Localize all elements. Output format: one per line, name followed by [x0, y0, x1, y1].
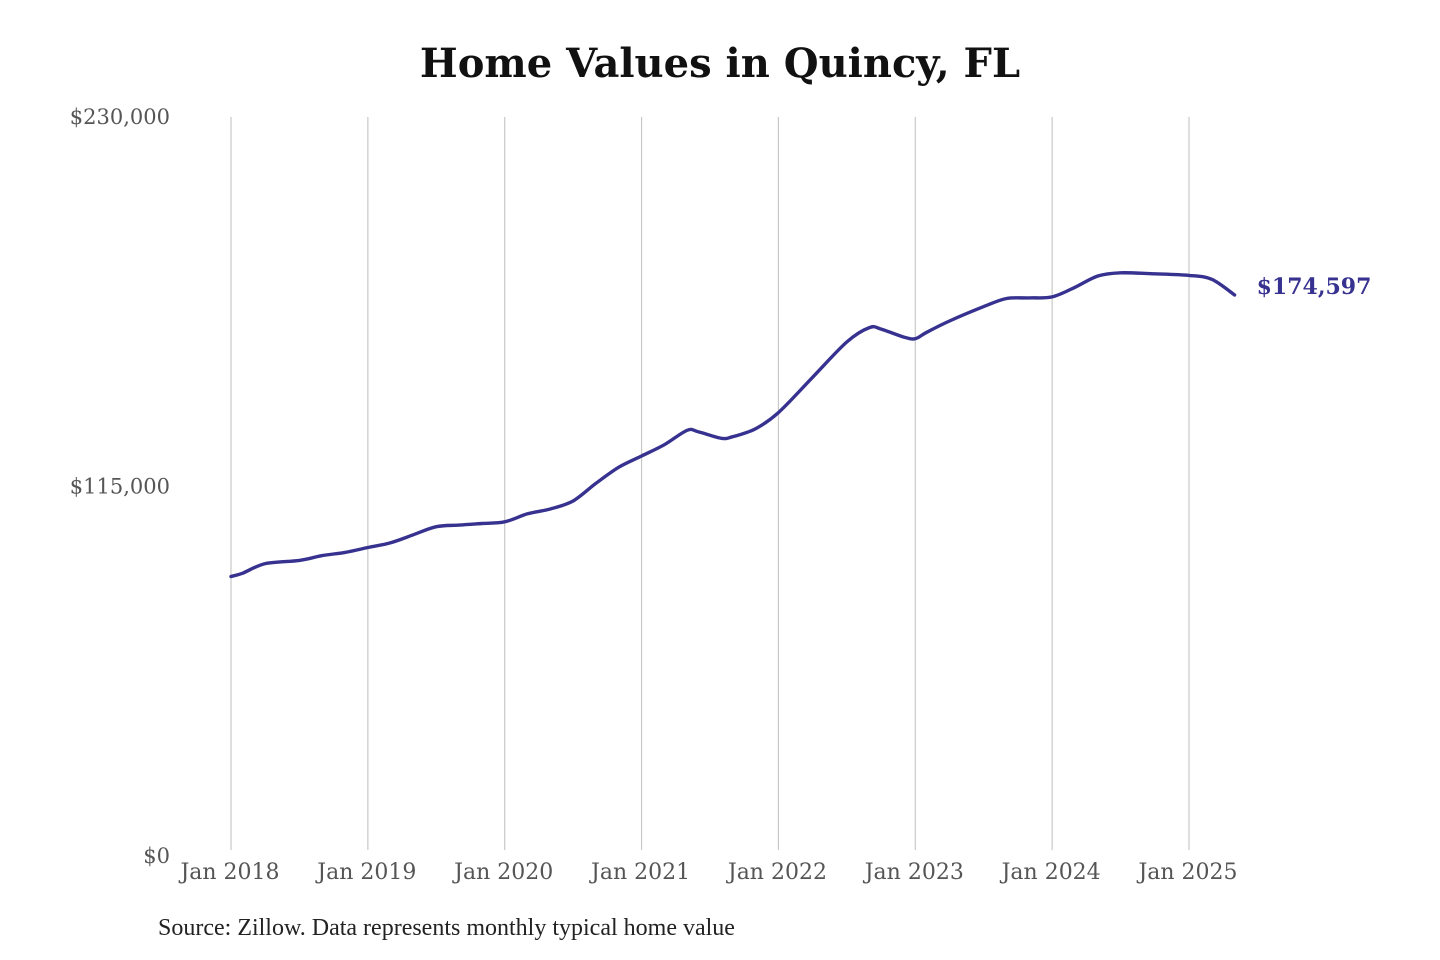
x-tick-label-1: Jan 2019: [315, 860, 416, 885]
chart-source-note: Source: Zillow. Data represents monthly …: [158, 915, 735, 941]
y-tick-label-1: $115,000: [70, 475, 170, 499]
series-layer: [229, 271, 1237, 579]
y-axis-ticks: $0 $115,000 $230,000: [70, 105, 170, 868]
y-tick-label-2: $230,000: [70, 105, 170, 129]
chart-title: Home Values in Quincy, FL: [419, 40, 1021, 87]
x-tick-label-6: Jan 2024: [1000, 860, 1101, 885]
x-tick-label-0: Jan 2018: [178, 860, 279, 885]
x-axis-ticks: Jan 2018 Jan 2019 Jan 2020 Jan 2021 Jan 2022…: [178, 860, 1237, 885]
end-value-label: $174,597: [1257, 274, 1372, 300]
y-tick-label-0: $0: [143, 844, 170, 868]
x-tick-label-2: Jan 2020: [452, 860, 553, 885]
end-label-layer: $174,597: [1257, 274, 1372, 300]
x-tick-label-7: Jan 2025: [1136, 860, 1237, 885]
x-tick-label-4: Jan 2022: [726, 860, 827, 885]
series-line-0: [229, 271, 1237, 579]
x-tick-label-5: Jan 2023: [863, 860, 964, 885]
grid-lines: [230, 117, 1190, 850]
x-tick-label-3: Jan 2021: [589, 860, 690, 885]
